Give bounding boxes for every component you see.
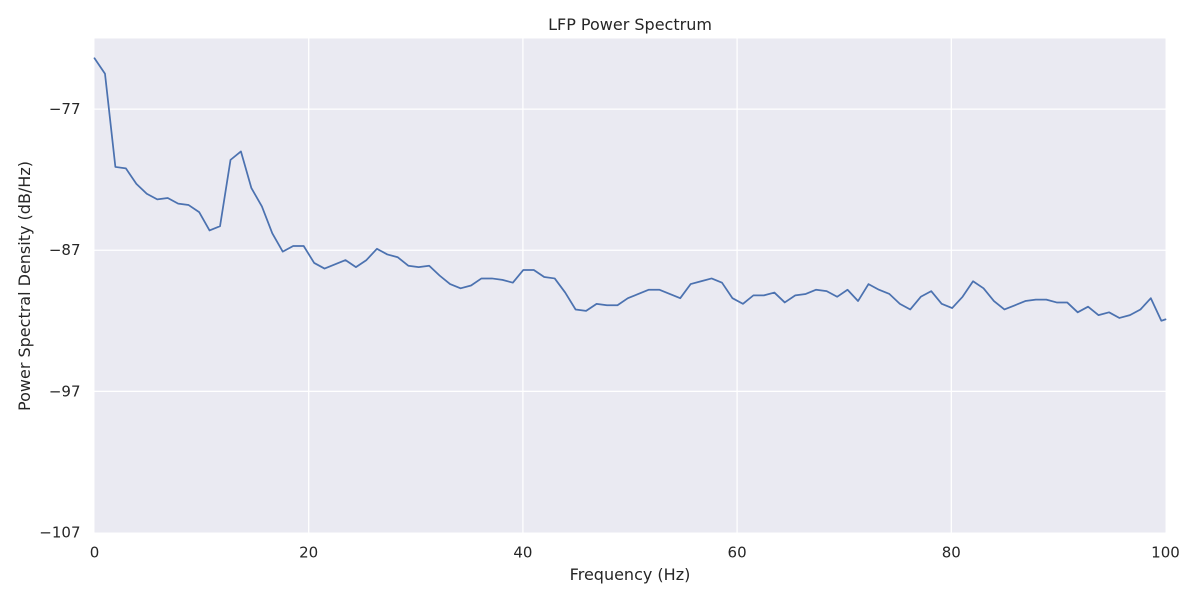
x-tick-label: 100 [1151, 544, 1180, 562]
y-tick-labels: −107 −97 −87 −77 [39, 100, 80, 541]
x-tick-label: 60 [728, 544, 747, 562]
x-tick-label: 80 [942, 544, 961, 562]
y-tick-label: −107 [39, 524, 80, 542]
plot-area [95, 39, 1166, 533]
x-tick-label: 0 [90, 544, 100, 562]
x-axis-title: Frequency (Hz) [570, 565, 691, 584]
y-tick-label: −77 [49, 100, 81, 118]
y-axis-title: Power Spectral Density (dB/Hz) [15, 161, 34, 411]
x-tick-label: 40 [513, 544, 532, 562]
x-tick-label: 20 [299, 544, 318, 562]
y-tick-label: −97 [49, 382, 81, 400]
y-tick-label: −87 [49, 241, 81, 259]
chart-title: LFP Power Spectrum [548, 15, 712, 34]
x-tick-labels: 0 20 40 60 80 100 [90, 544, 1180, 562]
